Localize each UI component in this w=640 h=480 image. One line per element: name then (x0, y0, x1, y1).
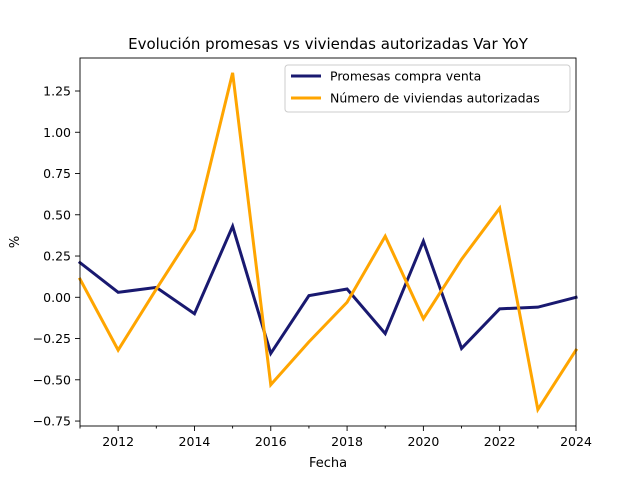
x-axis: 2012 2014 2016 2018 2020 2022 2024 (79, 426, 592, 449)
series-lines (77, 72, 579, 414)
x-tick-label: 2012 (102, 434, 134, 449)
legend-box (284, 64, 571, 113)
x-tick-label: 2024 (560, 434, 592, 449)
y-tick-label: −0.50 (33, 372, 71, 387)
series-line-2 (77, 72, 579, 414)
legend-label: Promesas compra venta (330, 69, 481, 84)
legend: Promesas compra venta Número de viviendas… (284, 64, 571, 113)
x-tick-label: 2018 (331, 434, 363, 449)
x-tick-label: 2014 (179, 434, 211, 449)
y-tick-label: −0.75 (33, 414, 71, 429)
y-tick-label: −0.25 (33, 331, 71, 346)
y-axis-label: % (8, 236, 23, 248)
y-tick-label: 0.00 (43, 290, 71, 305)
plot-frame (79, 57, 577, 427)
y-tick-label: 1.00 (43, 125, 71, 140)
x-tick-label: 2016 (255, 434, 287, 449)
y-tick-label: 1.25 (43, 84, 71, 99)
y-tick-label: 0.50 (43, 207, 71, 222)
x-tick-label: 2020 (407, 434, 439, 449)
plot-area (80, 58, 576, 426)
series-line-1 (77, 221, 578, 357)
x-axis-label: Fecha (309, 456, 347, 471)
chart-title: Evolución promesas vs viviendas autoriza… (128, 35, 529, 53)
y-axis: −0.75 −0.50 −0.25 0.00 0.25 0.50 0.75 1.00 1.25 (33, 84, 80, 429)
y-tick-label: 0.75 (43, 166, 71, 181)
y-tick-label: 0.25 (43, 249, 71, 264)
legend-label: Número de viviendas autorizadas (330, 91, 540, 106)
x-tick-label: 2022 (484, 434, 516, 449)
plot-background (80, 58, 576, 426)
